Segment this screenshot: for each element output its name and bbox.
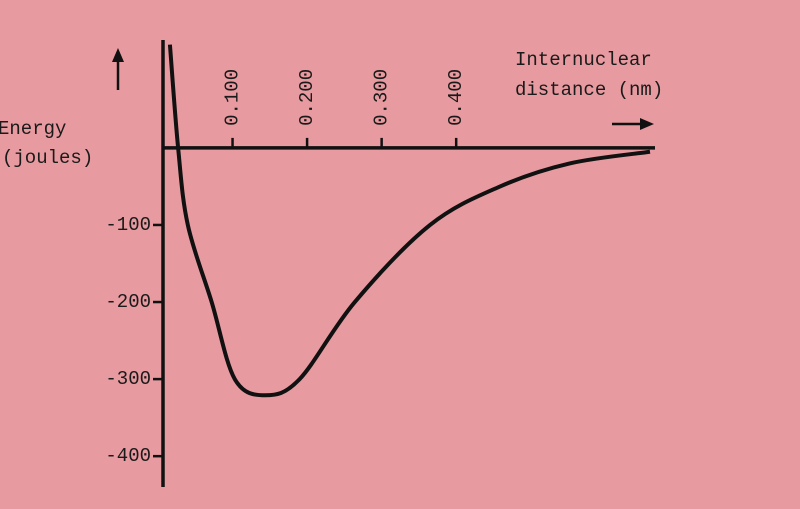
x-axis-label: Internuclear [515, 49, 652, 71]
x-tick-label: 0.100 [222, 69, 244, 126]
y-tick-label: -200 [105, 291, 151, 313]
x-tick-label: 0.200 [296, 69, 318, 126]
y-axis-label: Energy [0, 118, 66, 140]
energy-curve [167, 44, 651, 398]
y-tick-label: -400 [105, 445, 151, 467]
x-tick-label: 0.400 [445, 69, 467, 126]
y-axis-label: (joules) [2, 147, 93, 169]
x-axis-label: distance (nm) [515, 79, 663, 101]
y-tick-label: -100 [105, 214, 151, 236]
y-tick-label: -300 [105, 368, 151, 390]
x-arrow-head [640, 118, 654, 130]
x-tick-label: 0.300 [371, 69, 393, 126]
y-arrow-head [112, 48, 124, 62]
